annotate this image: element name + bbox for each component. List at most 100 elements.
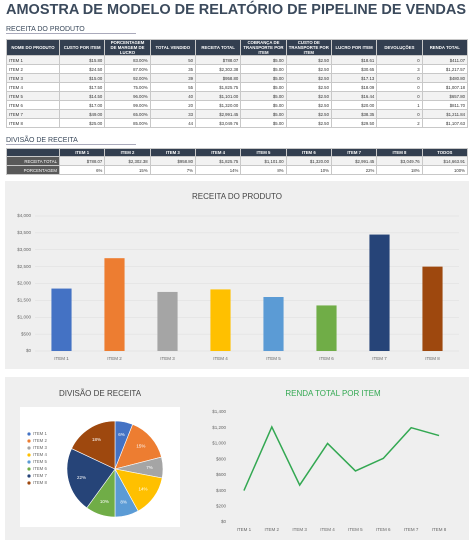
table-cell: $1,825.75 <box>194 82 242 92</box>
table-cell: $480.80 <box>421 73 469 83</box>
slice-label: 22% <box>77 475 86 480</box>
table-cell: $1,107.63 <box>421 118 469 128</box>
bar <box>51 288 72 351</box>
table-cell: 1 <box>376 100 423 110</box>
legend-swatch <box>27 467 31 471</box>
table-cell: $657.80 <box>421 91 469 101</box>
table-cell: $5.00 <box>240 73 287 83</box>
bar <box>104 258 125 351</box>
y-tick-label: $800 <box>216 456 227 461</box>
x-tick-label: ITEM 4 <box>320 527 335 532</box>
table-cell: ITEM 2 <box>6 64 60 74</box>
table-cell: $2.50 <box>285 118 332 128</box>
table-cell: $16.44 <box>330 91 378 101</box>
table-row: ITEM 2 $24.50 87.00% 35 $2,302.38 $5.00 $2.50 $… <box>6 64 469 74</box>
table-cell: ITEM 8 <box>6 118 60 128</box>
bar <box>422 266 443 351</box>
x-tick-label: ITEM 1 <box>54 356 69 361</box>
y-tick-label: $600 <box>216 472 227 477</box>
table-cell: 85.00% <box>104 118 151 128</box>
y-tick-label: $1,200 <box>212 425 226 430</box>
legend-label: ITEM 4 <box>33 452 47 457</box>
header-row: ITEM 1 ITEM 2 ITEM 3 ITEM 4 ITEM 5 ITEM 6 ITEM… <box>6 148 469 157</box>
column-header: RECEITA TOTAL <box>194 39 242 56</box>
bar <box>316 305 337 351</box>
table-cell: 65.00% <box>104 109 151 119</box>
table-cell: 35 <box>149 64 196 74</box>
y-tick-label: $0 <box>221 519 227 524</box>
table-row: RECEITA TOTAL $788.07 $2,302.38 $958.80 $1,8… <box>6 156 469 166</box>
y-tick-label: $200 <box>216 503 227 508</box>
table-cell: $1,320.00 <box>194 100 242 110</box>
legend-label: ITEM 5 <box>33 459 47 464</box>
table-cell: 15% <box>104 165 151 175</box>
table-cell: 40 <box>149 91 196 101</box>
table-row: ITEM 3 $15.00 92.00% 39 $958.80 $5.00 $2.50 $17… <box>6 73 469 83</box>
line-chart: RENDA TOTAL POR ITEM $0 $200 $400 $600 $800 $1… <box>212 389 447 532</box>
x-tick-label: ITEM 7 <box>404 527 419 532</box>
legend-label: ITEM 7 <box>33 473 47 478</box>
legend-swatch <box>27 481 31 485</box>
table-cell: $2.50 <box>285 82 332 92</box>
table-cell: $24.50 <box>58 64 106 74</box>
table-cell: 0 <box>376 109 423 119</box>
column-header: TOTAL VENDIDO <box>149 39 196 56</box>
column-header: NOME DO PRODUTO <box>6 39 60 56</box>
table-cell: $411.07 <box>421 55 469 65</box>
table-cell: 6% <box>58 165 106 175</box>
table-cell: $15.80 <box>58 55 106 65</box>
table-cell: 22% <box>330 165 378 175</box>
table-cell: $17.00 <box>58 100 106 110</box>
column-header: ITEM 1 <box>58 148 106 157</box>
table-cell: $18.09 <box>330 82 378 92</box>
column-header: ITEM 7 <box>330 148 378 157</box>
column-header: COBRANÇA DE TRANSPORTE POR ITEM <box>240 39 287 56</box>
table-cell: $1,007.18 <box>421 82 469 92</box>
legend-swatch <box>27 453 31 457</box>
slice-label: 7% <box>146 465 153 470</box>
y-tick-label: $3,000 <box>17 247 31 252</box>
section-title: RECEITA DO PRODUTO <box>6 26 136 34</box>
x-tick-label: ITEM 7 <box>372 356 387 361</box>
table-cell: ITEM 4 <box>6 82 60 92</box>
table-cell: 92.00% <box>104 73 151 83</box>
x-tick-label: ITEM 1 <box>237 527 252 532</box>
pie-slice <box>71 420 116 470</box>
line <box>243 425 440 491</box>
chart-title: RENDA TOTAL POR ITEM <box>285 389 381 398</box>
table-cell: $29.50 <box>330 118 378 128</box>
column-header: PORCENTAGEM DE MARGEM DE LUCRO <box>104 39 151 56</box>
table-cell: 20 <box>149 100 196 110</box>
table-cell: $788.07 <box>58 156 106 166</box>
legend-swatch <box>27 446 31 450</box>
x-tick-label: ITEM 6 <box>319 356 334 361</box>
table-cell: 10% <box>285 165 332 175</box>
legend-label: ITEM 3 <box>33 445 47 450</box>
table-cell: $5.00 <box>240 118 287 128</box>
table-row: ITEM 7 $49.00 65.00% 33 $2,991.45 $5.00 $2.50 $… <box>6 109 469 119</box>
table-cell: 87.00% <box>104 64 151 74</box>
legend-swatch <box>27 460 31 464</box>
table-cell: $3,049.76 <box>376 156 423 166</box>
table-cell: 7% <box>149 165 196 175</box>
y-tick-label: $3,500 <box>17 230 31 235</box>
x-tick-label: ITEM 2 <box>107 356 122 361</box>
column-header: ITEM 4 <box>194 148 242 157</box>
x-tick-label: ITEM 3 <box>292 527 307 532</box>
slice-label: 10% <box>100 499 109 504</box>
table-cell: $38.35 <box>330 109 378 119</box>
y-tick-label: $0 <box>26 348 32 353</box>
split-table: ITEM 1 ITEM 2 ITEM 3 ITEM 4 ITEM 5 ITEM 6 ITEM… <box>6 148 469 175</box>
table-cell: $2,991.45 <box>330 156 378 166</box>
table-cell: 50 <box>149 55 196 65</box>
table-cell: $1,217.57 <box>421 64 469 74</box>
legend-label: ITEM 2 <box>33 438 47 443</box>
chart-title: DIVISÃO DE RECEITA <box>59 389 142 398</box>
table-cell: 96.00% <box>104 91 151 101</box>
column-header: CUSTO DE TRANSPORTE POR ITEM <box>285 39 332 56</box>
table-cell: $25.00 <box>58 118 106 128</box>
chart-panel <box>5 181 469 369</box>
column-header: ITEM 6 <box>285 148 332 157</box>
y-tick-label: $2,000 <box>17 281 31 286</box>
column-header: DEVOLUÇÕES <box>376 39 423 56</box>
